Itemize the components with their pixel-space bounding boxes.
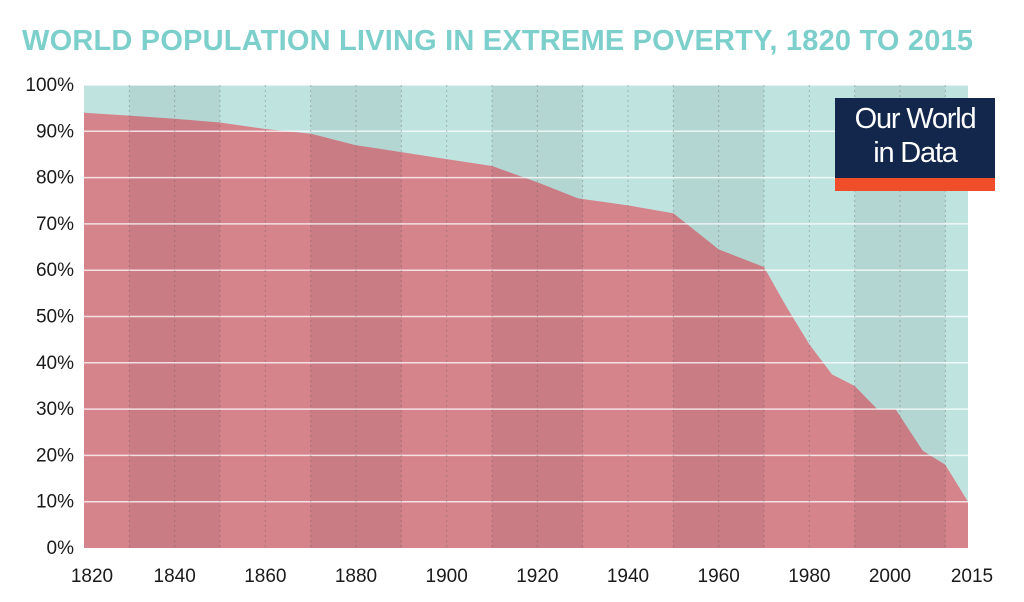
chart-title: WORLD POPULATION LIVING IN EXTREME POVER… xyxy=(22,25,974,57)
y-tick-label: 90% xyxy=(36,121,74,142)
x-tick-label: 1860 xyxy=(244,566,286,587)
x-tick-label: 1840 xyxy=(154,566,196,587)
y-tick-label: 100% xyxy=(25,75,74,96)
x-tick-label: 1920 xyxy=(516,566,558,587)
our-world-in-data-logo: Our World in Data xyxy=(835,98,995,191)
y-tick-label: 0% xyxy=(47,538,75,559)
y-tick-label: 60% xyxy=(36,260,74,281)
logo-line-2: in Data xyxy=(873,137,958,169)
y-tick-label: 30% xyxy=(36,399,74,420)
area-in-extreme-poverty xyxy=(84,112,968,549)
y-tick-label: 20% xyxy=(36,445,74,466)
x-tick-label: 1960 xyxy=(698,566,740,587)
y-tick-label: 40% xyxy=(36,353,74,374)
y-tick-label: 70% xyxy=(36,214,74,235)
y-tick-label: 10% xyxy=(36,492,74,513)
logo-line-1: Our World xyxy=(854,103,977,135)
x-tick-label: 1940 xyxy=(607,566,649,587)
x-tick-label: 1900 xyxy=(426,566,468,587)
x-tick-label: 1880 xyxy=(335,566,377,587)
x-tick-label: 2015 xyxy=(951,566,993,587)
y-tick-label: 50% xyxy=(36,307,74,328)
y-tick-label: 80% xyxy=(36,168,74,189)
x-tick-label: 1820 xyxy=(71,566,113,587)
x-tick-label: 2000 xyxy=(869,566,911,587)
x-tick-label: 1980 xyxy=(788,566,830,587)
logo-accent-bar xyxy=(835,178,995,191)
